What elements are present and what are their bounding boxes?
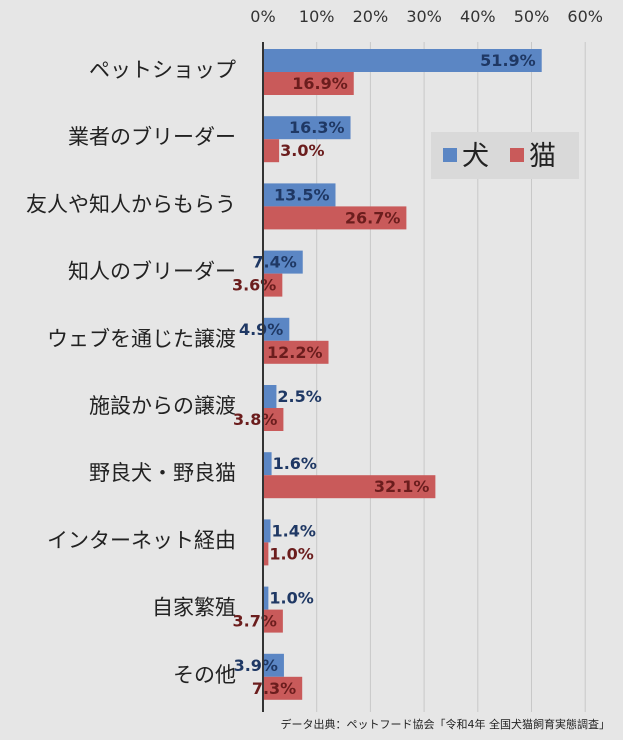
category-label: その他 xyxy=(173,663,236,687)
bar-dog xyxy=(263,250,303,274)
data-labels: 51.9% 16.9% 16.3% 3.0% 13.5% 26.7% 7.4% 3.6% 4.9… xyxy=(232,51,536,698)
bar-cat xyxy=(263,340,329,364)
data-label-cat: 7.3% xyxy=(252,679,296,698)
data-label-dog: 3.9% xyxy=(234,656,278,675)
legend-swatch-dog xyxy=(443,148,457,162)
legend: 犬 猫 xyxy=(431,132,579,179)
data-label-cat: 1.0% xyxy=(269,544,313,563)
bar-cat xyxy=(263,542,269,566)
source-note: データ出典：ペットフード協会「令和4年 全国犬猫飼育実態調査」 xyxy=(281,717,611,731)
category-label: 知人のブリーダー xyxy=(68,260,236,284)
bar-cat xyxy=(263,475,436,499)
category-label: ペットショップ xyxy=(89,58,236,82)
data-label-dog: 1.6% xyxy=(273,454,317,473)
data-label-cat: 3.8% xyxy=(233,410,277,429)
bar-dog xyxy=(263,586,269,610)
category-label: インターネット経由 xyxy=(47,528,236,552)
data-label-cat: 3.6% xyxy=(232,276,276,295)
x-tick-label: 30% xyxy=(406,7,442,26)
category-label: 友人や知人からもらう xyxy=(26,192,236,216)
x-tick-label: 0% xyxy=(250,7,275,26)
bar-cat xyxy=(263,72,354,95)
legend-swatch-cat xyxy=(510,148,524,162)
category-label: 自家繁殖 xyxy=(152,596,236,620)
x-tick-label: 40% xyxy=(460,7,496,26)
bar-cat xyxy=(263,408,284,431)
category-label: 野良犬・野良猫 xyxy=(89,461,236,485)
data-label-cat: 3.0% xyxy=(280,141,324,160)
data-label-dog: 2.5% xyxy=(277,387,321,406)
category-label: ウェブを通じた譲渡 xyxy=(47,327,236,351)
data-label-dog: 1.4% xyxy=(272,521,316,540)
bar-dog xyxy=(263,183,336,207)
category-label: 業者のブリーダー xyxy=(68,125,236,149)
bars xyxy=(263,49,542,700)
x-tick-label: 10% xyxy=(299,7,335,26)
data-label-cat: 12.2% xyxy=(267,343,323,362)
legend-label-dog: 犬 xyxy=(462,141,489,172)
bar-cat xyxy=(263,139,280,163)
data-label-dog: 1.0% xyxy=(269,589,313,608)
bar-dog xyxy=(263,116,351,140)
bar-cat xyxy=(263,609,283,633)
bar-dog xyxy=(263,49,542,72)
bar-dog xyxy=(263,653,284,677)
bar-dog xyxy=(263,452,272,476)
bar-cat xyxy=(263,676,303,700)
category-labels: ペットショップ業者のブリーダー友人や知人からもらう知人のブリーダーウェブを通じた… xyxy=(26,58,236,687)
bar-cat xyxy=(263,206,407,230)
bar-dog xyxy=(263,519,271,543)
data-label-dog: 4.9% xyxy=(239,320,283,339)
data-label-dog: 7.4% xyxy=(252,253,296,272)
bar-dog xyxy=(263,317,290,341)
data-label-dog: 16.3% xyxy=(289,118,345,137)
bar-cat xyxy=(263,273,283,297)
data-label-cat: 16.9% xyxy=(292,74,348,93)
data-label-dog: 13.5% xyxy=(274,185,330,204)
data-label-cat: 32.1% xyxy=(374,477,430,496)
data-label-cat: 26.7% xyxy=(345,208,401,227)
data-label-cat: 3.7% xyxy=(232,612,276,631)
legend-label-cat: 猫 xyxy=(529,141,556,172)
bar-dog xyxy=(263,385,277,408)
x-tick-label: 60% xyxy=(567,7,603,26)
x-tick-label: 20% xyxy=(353,7,389,26)
x-axis-ticks: 0% 10% 20% 30% 40% 50% 60% xyxy=(250,7,603,26)
category-label: 施設からの譲渡 xyxy=(89,394,236,418)
data-label-dog: 51.9% xyxy=(480,51,536,70)
x-tick-label: 50% xyxy=(514,7,550,26)
